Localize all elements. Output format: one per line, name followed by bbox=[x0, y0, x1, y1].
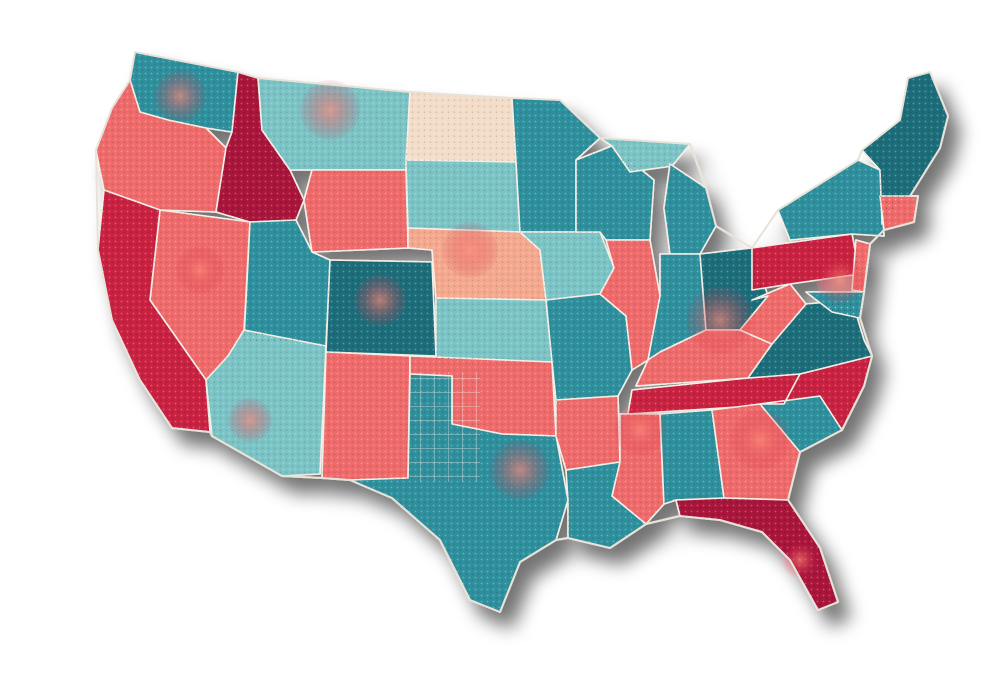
mosaic-blotch bbox=[354, 274, 406, 326]
state-texture-texas bbox=[350, 374, 568, 612]
state-texture-virginia bbox=[748, 300, 872, 378]
mosaic-blotch bbox=[228, 398, 272, 442]
state-texture-nevada bbox=[150, 210, 250, 380]
state-texture-idaho bbox=[216, 72, 304, 222]
state-texture-louisiana bbox=[566, 462, 646, 548]
state-texture-michigan bbox=[664, 164, 716, 254]
mosaic-blotch bbox=[816, 256, 864, 304]
contiguous-us bbox=[95, 51, 949, 613]
mosaic-blotch bbox=[730, 410, 790, 470]
state-texture-south-carolina bbox=[760, 396, 842, 452]
state-texture-michigan-up bbox=[600, 138, 690, 172]
grid-texture bbox=[410, 372, 480, 482]
mosaic-blotch bbox=[782, 542, 818, 578]
state-texture-california bbox=[98, 190, 210, 432]
state-texture-north-carolina bbox=[760, 356, 872, 430]
mosaic-blotch bbox=[686, 286, 754, 354]
mosaic-blotch bbox=[490, 440, 550, 500]
state-texture-oklahoma bbox=[410, 356, 556, 436]
mosaic-blotch bbox=[154, 70, 206, 122]
state-texture-wyoming bbox=[304, 170, 408, 252]
state-texture-kansas bbox=[436, 298, 552, 362]
mosaic-blotch bbox=[614, 404, 666, 456]
mosaic-blotch bbox=[176, 246, 224, 294]
state-texture-west-virginia bbox=[740, 284, 806, 344]
state-texture-utah bbox=[244, 220, 330, 346]
state-texture-new-mexico bbox=[322, 352, 410, 480]
state-texture-new-england bbox=[862, 72, 948, 224]
state-texture-minnesota bbox=[512, 98, 600, 232]
state-texture-arizona bbox=[206, 330, 326, 476]
state-texture-florida bbox=[676, 498, 838, 610]
state-texture-missouri bbox=[546, 294, 632, 400]
state-texture-connecticut-ri bbox=[880, 196, 918, 230]
state-texture-new-york bbox=[778, 160, 884, 240]
state-texture-arkansas bbox=[556, 396, 620, 470]
mosaic-blotch bbox=[300, 80, 360, 140]
state-texture-illinois bbox=[600, 240, 660, 370]
country-outline bbox=[95, 51, 949, 613]
mosaic-blotch bbox=[442, 222, 498, 278]
state-texture-iowa bbox=[520, 232, 614, 300]
state-texture-alabama bbox=[660, 410, 724, 504]
state-texture-north-dakota bbox=[406, 92, 516, 162]
state-texture-oregon bbox=[96, 80, 226, 212]
state-texture-south-dakota bbox=[406, 160, 520, 232]
state-texture-tennessee bbox=[628, 374, 800, 414]
